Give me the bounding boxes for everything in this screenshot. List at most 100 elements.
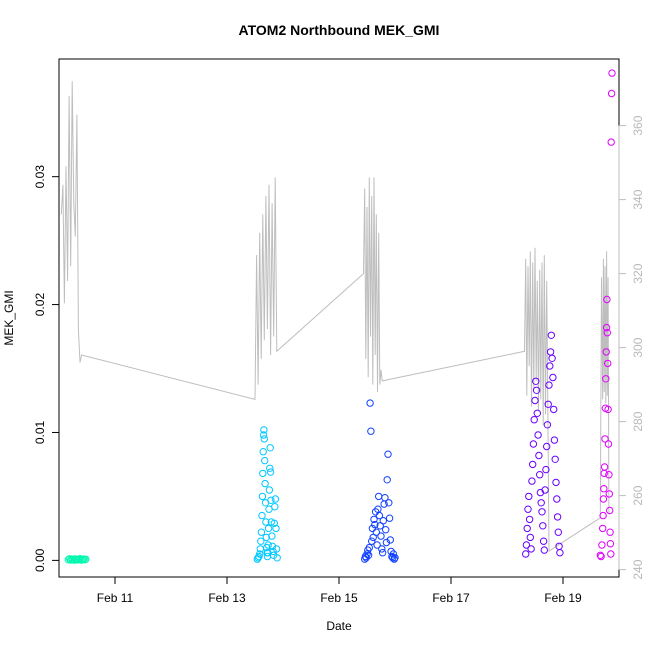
data-point xyxy=(267,496,275,504)
data-point xyxy=(389,550,398,558)
data-point xyxy=(365,543,373,552)
data-point xyxy=(82,555,90,563)
data-point xyxy=(381,494,389,502)
y-axis-right: 240 260 280 300 320 340 360 xyxy=(618,115,645,580)
data-point xyxy=(367,427,375,435)
data-point xyxy=(385,514,394,522)
y2-tick-label: 320 xyxy=(631,263,645,283)
data-point xyxy=(368,524,377,533)
data-point xyxy=(69,555,77,563)
y-tick-label: 0.01 xyxy=(33,420,47,444)
data-point xyxy=(273,554,281,562)
data-point xyxy=(543,421,552,429)
data-point xyxy=(261,456,269,465)
data-point xyxy=(372,528,380,536)
data-point xyxy=(272,545,281,553)
data-point xyxy=(383,476,391,484)
data-point xyxy=(531,396,539,405)
data-point xyxy=(268,532,276,540)
y2-tick-label: 240 xyxy=(631,559,645,579)
data-point xyxy=(382,526,390,534)
data-point xyxy=(544,400,552,408)
data-point xyxy=(271,503,279,511)
data-point xyxy=(378,549,387,557)
y2-tick-label: 300 xyxy=(631,337,645,357)
data-point xyxy=(386,536,394,544)
x-tick-label: Feb 17 xyxy=(432,591,470,605)
data-point xyxy=(264,549,272,557)
data-point xyxy=(258,511,266,520)
data-point xyxy=(371,508,380,516)
data-point xyxy=(606,528,614,536)
data-point xyxy=(532,386,541,394)
data-point xyxy=(258,492,267,501)
data-point xyxy=(602,348,610,356)
data-point xyxy=(600,463,609,471)
data-point xyxy=(261,479,269,488)
data-point xyxy=(554,528,562,536)
y-axis-left: 0.00 0.01 0.02 0.03 xyxy=(33,165,60,572)
data-point xyxy=(377,532,385,540)
data-point xyxy=(375,511,384,520)
y-tick-label: 0.03 xyxy=(33,165,47,189)
data-point xyxy=(384,450,392,458)
y2-tick-label: 260 xyxy=(631,485,645,505)
data-point xyxy=(270,519,278,527)
data-point xyxy=(552,478,560,487)
data-point xyxy=(599,495,608,503)
data-point xyxy=(604,440,613,448)
data-point xyxy=(529,460,537,469)
data-point xyxy=(604,359,612,368)
data-point xyxy=(265,486,274,494)
data-point xyxy=(599,511,607,520)
data-point xyxy=(266,444,274,452)
data-point xyxy=(600,485,608,493)
x-axis-label: Date xyxy=(326,619,352,633)
data-point xyxy=(534,431,542,439)
data-point xyxy=(256,550,264,558)
data-point xyxy=(603,295,611,304)
data-point xyxy=(385,499,393,507)
data-point xyxy=(605,471,613,479)
data-point xyxy=(606,540,615,548)
x-tick-label: Feb 11 xyxy=(97,591,134,605)
data-point xyxy=(536,471,544,479)
data-point xyxy=(366,399,374,407)
data-point xyxy=(538,508,546,516)
data-point xyxy=(607,138,615,146)
data-point xyxy=(543,442,551,451)
chart-title: ATOM2 Northbound MEK_GMI xyxy=(239,22,440,38)
data-point xyxy=(603,329,611,337)
data-point xyxy=(262,518,270,526)
data-point xyxy=(260,435,268,443)
data-point xyxy=(550,436,559,444)
data-point xyxy=(523,524,531,533)
data-point xyxy=(547,331,555,339)
data-point xyxy=(539,522,547,530)
x-tick-label: Feb 15 xyxy=(320,591,358,605)
data-point xyxy=(551,455,559,463)
x-axis: Feb 11 Feb 13 Feb 15 Feb 17 Feb 19 xyxy=(97,576,582,605)
data-point xyxy=(596,551,604,559)
data-point xyxy=(537,499,545,507)
data-point xyxy=(546,362,554,370)
data-point xyxy=(535,451,543,460)
data-point xyxy=(522,550,530,558)
data-point xyxy=(257,537,265,545)
data-point xyxy=(606,506,614,515)
data-point xyxy=(257,528,266,536)
x-tick-label: Feb 13 xyxy=(208,591,246,605)
y-tick-label: 0.02 xyxy=(33,293,47,317)
data-point xyxy=(254,554,262,562)
data-point xyxy=(525,515,534,524)
data-point xyxy=(525,492,533,501)
secondary-series-line xyxy=(60,81,610,553)
data-point xyxy=(533,409,541,417)
x-tick-label: Feb 19 xyxy=(544,591,582,605)
data-point xyxy=(602,375,610,383)
scatter-points-layer xyxy=(64,69,616,564)
data-point xyxy=(556,549,564,557)
data-point xyxy=(262,533,270,542)
data-point xyxy=(362,554,370,562)
